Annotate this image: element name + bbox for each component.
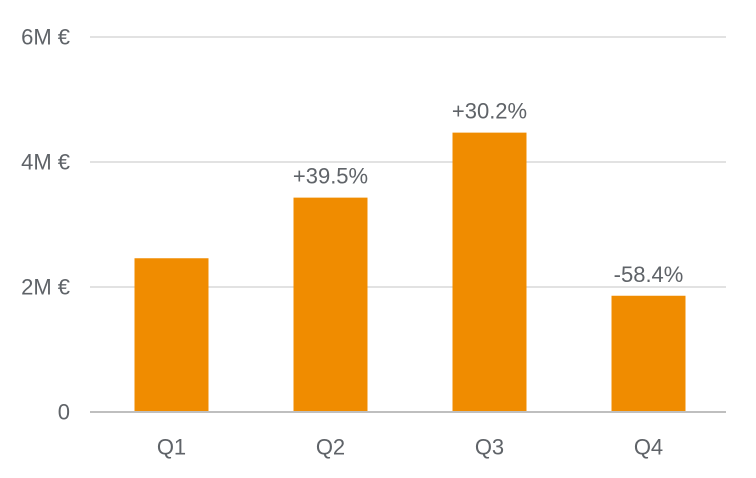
bar-q1 <box>134 258 209 412</box>
x-tick-label: Q4 <box>634 435 663 460</box>
x-tick-label: Q1 <box>157 435 186 460</box>
y-tick-label: 6M € <box>21 25 70 50</box>
y-tick-label: 4M € <box>21 150 70 175</box>
gridlines <box>90 36 726 288</box>
bar-q2 <box>293 197 368 412</box>
x-tick-label: Q2 <box>316 435 345 460</box>
bar-q3 <box>452 132 527 412</box>
x-axis-ticks: Q1 Q2 Q3 Q4 <box>157 435 663 460</box>
bars <box>134 132 686 412</box>
y-axis-ticks: 0 2M € 4M € 6M € <box>21 25 70 425</box>
bar-q4 <box>611 295 686 412</box>
x-tick-label: Q3 <box>475 435 504 460</box>
data-label-q4: -58.4% <box>614 262 684 287</box>
y-tick-label: 2M € <box>21 275 70 300</box>
data-labels: +39.5% +30.2% -58.4% <box>293 99 683 287</box>
data-label-q2: +39.5% <box>293 164 368 189</box>
data-label-q3: +30.2% <box>452 99 527 124</box>
y-tick-label: 0 <box>58 400 70 425</box>
